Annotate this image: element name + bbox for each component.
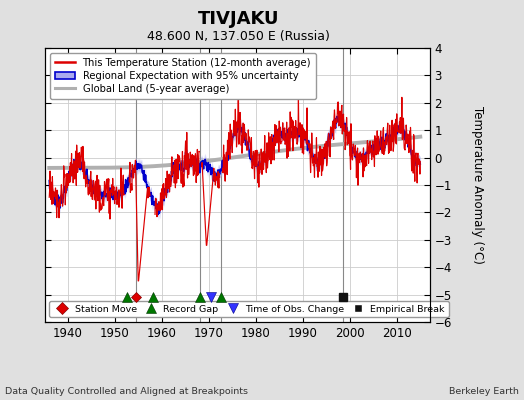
- Text: 48.600 N, 137.050 E (Russia): 48.600 N, 137.050 E (Russia): [147, 30, 330, 43]
- Y-axis label: Temperature Anomaly (°C): Temperature Anomaly (°C): [472, 106, 484, 264]
- Legend: Station Move, Record Gap, Time of Obs. Change, Empirical Break: Station Move, Record Gap, Time of Obs. C…: [49, 301, 449, 317]
- Text: TIVJAKU: TIVJAKU: [198, 10, 279, 28]
- Text: Berkeley Earth: Berkeley Earth: [449, 387, 519, 396]
- Text: Data Quality Controlled and Aligned at Breakpoints: Data Quality Controlled and Aligned at B…: [5, 387, 248, 396]
